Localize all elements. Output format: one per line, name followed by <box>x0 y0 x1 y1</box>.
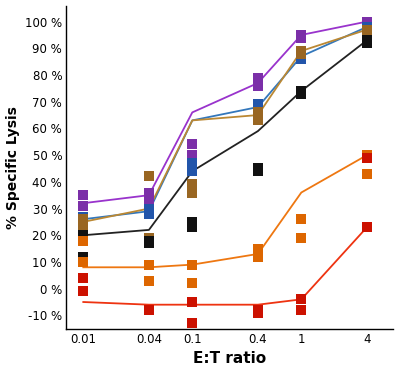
Point <box>364 224 370 230</box>
Point <box>255 118 261 124</box>
Point <box>80 219 87 225</box>
Point <box>80 288 87 294</box>
Point <box>298 235 304 241</box>
Point <box>189 280 196 286</box>
Point <box>146 211 152 217</box>
Point <box>80 232 87 238</box>
Point <box>364 37 370 43</box>
Point <box>189 160 196 166</box>
Point <box>189 224 196 230</box>
Point <box>80 192 87 198</box>
X-axis label: E:T ratio: E:T ratio <box>194 352 267 366</box>
Point <box>255 109 261 115</box>
Point <box>146 307 152 313</box>
Point <box>255 83 261 89</box>
Point <box>189 152 196 158</box>
Point <box>255 102 261 108</box>
Point <box>255 254 261 260</box>
Point <box>146 240 152 246</box>
Point <box>255 310 261 316</box>
Point <box>364 29 370 35</box>
Point <box>298 296 304 302</box>
Point <box>298 51 304 57</box>
Point <box>255 307 261 313</box>
Point <box>189 320 196 326</box>
Point <box>146 262 152 267</box>
Point <box>80 214 87 219</box>
Point <box>255 166 261 171</box>
Point <box>189 141 196 147</box>
Point <box>298 88 304 94</box>
Point <box>80 254 87 260</box>
Point <box>189 262 196 267</box>
Point <box>298 32 304 38</box>
Point <box>298 216 304 222</box>
Point <box>80 259 87 265</box>
Point <box>146 278 152 283</box>
Y-axis label: % Specific Lysis: % Specific Lysis <box>6 106 20 228</box>
Point <box>189 299 196 305</box>
Point <box>189 168 196 174</box>
Point <box>364 21 370 27</box>
Point <box>298 53 304 59</box>
Point <box>255 246 261 251</box>
Point <box>80 275 87 281</box>
Point <box>364 27 370 33</box>
Point <box>80 203 87 209</box>
Point <box>255 168 261 174</box>
Point <box>298 307 304 313</box>
Point <box>364 27 370 33</box>
Point <box>189 219 196 225</box>
Point <box>255 75 261 81</box>
Point <box>364 171 370 177</box>
Point <box>146 238 152 244</box>
Point <box>364 40 370 46</box>
Point <box>298 56 304 62</box>
Point <box>146 235 152 241</box>
Point <box>146 173 152 179</box>
Point <box>80 216 87 222</box>
Point <box>298 48 304 54</box>
Point <box>80 238 87 244</box>
Point <box>189 182 196 187</box>
Point <box>364 19 370 25</box>
Point <box>146 190 152 196</box>
Point <box>80 222 87 228</box>
Point <box>255 109 261 115</box>
Point <box>364 24 370 30</box>
Point <box>298 35 304 41</box>
Point <box>146 307 152 313</box>
Point <box>189 190 196 196</box>
Point <box>364 152 370 158</box>
Point <box>364 155 370 161</box>
Point <box>146 206 152 212</box>
Point <box>146 198 152 203</box>
Point <box>298 91 304 97</box>
